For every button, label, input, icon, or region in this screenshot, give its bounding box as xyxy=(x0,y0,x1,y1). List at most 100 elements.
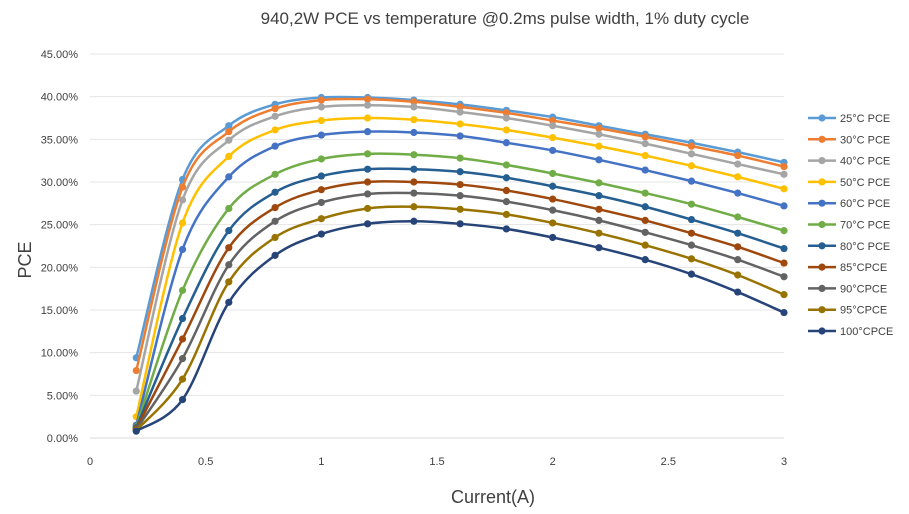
series-3 xyxy=(132,114,788,421)
data-point xyxy=(734,256,742,264)
legend-marker xyxy=(818,220,826,229)
data-point xyxy=(641,256,649,264)
data-point xyxy=(364,128,372,136)
series-line xyxy=(135,220,785,433)
data-point xyxy=(595,216,603,224)
legend-marker xyxy=(818,327,826,335)
data-point xyxy=(317,116,325,125)
legend-label: 50°C PCE xyxy=(840,177,890,189)
data-point xyxy=(364,150,372,158)
y-axis-title: PCE xyxy=(15,241,35,278)
legend-item: 40°C PCE xyxy=(808,156,890,168)
data-point xyxy=(734,173,742,181)
data-point xyxy=(549,122,557,130)
data-point xyxy=(595,179,603,187)
data-point xyxy=(687,270,696,278)
data-point xyxy=(225,173,233,181)
data-point xyxy=(687,162,696,170)
data-point xyxy=(178,196,187,204)
data-point xyxy=(225,204,233,213)
data-point xyxy=(780,244,788,253)
data-point xyxy=(364,101,372,109)
y-tick-label: 30.00% xyxy=(41,177,79,189)
data-point xyxy=(225,136,233,144)
data-point xyxy=(317,172,325,180)
data-point xyxy=(687,142,696,150)
y-tick-label: 10.00% xyxy=(41,348,79,360)
data-point xyxy=(271,233,279,242)
data-point xyxy=(687,241,696,249)
data-point xyxy=(549,116,557,125)
data-point xyxy=(780,259,788,267)
data-point xyxy=(364,165,372,173)
y-tick-label: 0.00% xyxy=(47,433,78,445)
legend-item: 70°C PCE xyxy=(808,220,890,232)
series-line xyxy=(135,130,785,426)
legend-marker xyxy=(818,263,826,271)
data-point xyxy=(780,163,788,171)
data-point xyxy=(502,210,510,219)
data-point xyxy=(178,219,187,227)
data-point xyxy=(271,170,279,178)
data-point xyxy=(364,220,372,228)
data-point xyxy=(687,150,696,158)
data-point xyxy=(317,215,325,223)
data-point xyxy=(456,180,464,189)
data-point xyxy=(225,261,233,269)
data-point xyxy=(734,271,742,279)
data-point xyxy=(780,202,788,210)
x-tick-label: 0 xyxy=(87,456,93,468)
legend-marker xyxy=(818,199,826,207)
data-point xyxy=(456,108,464,116)
legend-label: 25°C PCE xyxy=(840,113,890,125)
data-point xyxy=(549,134,557,142)
legend-label: 80°C PCE xyxy=(840,241,890,253)
x-tick-label: 1.5 xyxy=(429,456,444,468)
data-point xyxy=(271,251,279,259)
series-9 xyxy=(132,203,788,434)
data-point xyxy=(502,174,510,182)
y-tick-label: 15.00% xyxy=(41,305,79,317)
data-point xyxy=(780,308,788,317)
data-point xyxy=(132,366,140,375)
data-point xyxy=(734,189,742,197)
data-point xyxy=(502,161,510,169)
data-point xyxy=(317,103,325,111)
y-axis-ticks: 0.00% 5.00% 10.00% 15.00% 20.00% 25.00% 30.00%… xyxy=(41,49,79,445)
data-point xyxy=(271,217,279,225)
data-point xyxy=(734,160,742,168)
legend-marker xyxy=(818,306,826,314)
legend-item: 60°C PCE xyxy=(808,198,890,210)
data-point xyxy=(595,156,603,164)
data-point xyxy=(641,151,649,160)
legend-marker xyxy=(818,178,826,186)
legend-label: 60°C PCE xyxy=(840,198,890,210)
data-point xyxy=(225,278,233,286)
series-2 xyxy=(132,101,788,395)
data-point xyxy=(317,155,325,163)
data-point xyxy=(641,166,649,174)
series-4 xyxy=(132,128,788,429)
data-point xyxy=(225,227,233,235)
legend-item: 30°C PCE xyxy=(808,134,890,146)
data-point xyxy=(178,375,187,383)
data-point xyxy=(271,126,279,134)
x-tick-label: 3 xyxy=(781,456,787,468)
y-tick-label: 40.00% xyxy=(41,92,79,104)
legend-marker xyxy=(818,242,826,250)
data-point xyxy=(549,195,557,203)
x-axis-ticks: 0 0.5 1 1.5 2 2.5 3 xyxy=(87,456,787,468)
data-point xyxy=(456,120,464,128)
data-point xyxy=(271,204,279,212)
data-point xyxy=(641,189,649,197)
data-point xyxy=(410,178,418,186)
data-point xyxy=(178,355,187,363)
data-point xyxy=(595,205,603,213)
data-point xyxy=(364,178,372,186)
data-point xyxy=(456,103,464,111)
data-point xyxy=(271,188,279,196)
series-1 xyxy=(132,95,788,375)
series-line xyxy=(135,191,785,431)
legend-label: 85°CPCE xyxy=(840,262,887,274)
legend-item: 80°C PCE xyxy=(808,241,890,253)
